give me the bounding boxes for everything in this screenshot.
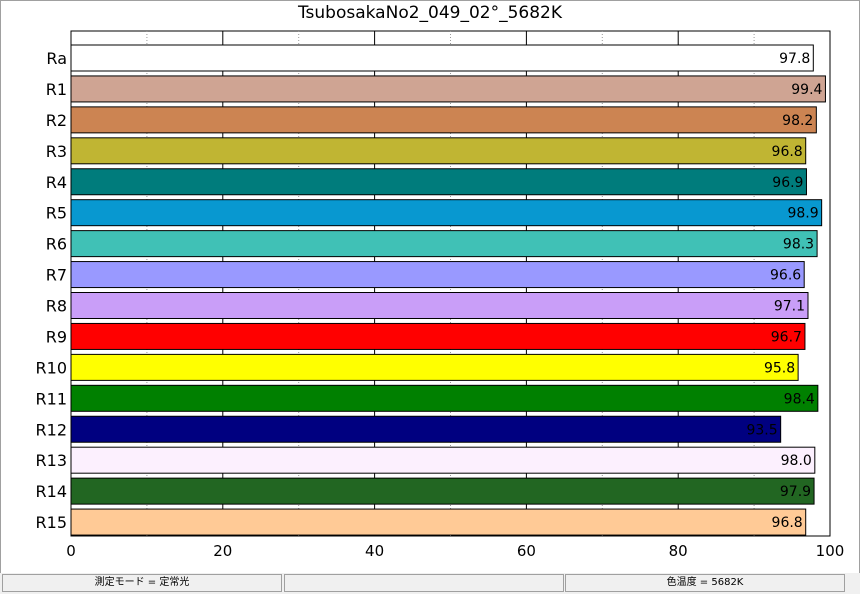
bar-r8 — [70, 292, 809, 319]
category-label: R13 — [36, 451, 67, 470]
x-tick-label: 60 — [517, 542, 536, 560]
value-label: 98.2 — [782, 113, 813, 129]
bar-r14 — [70, 477, 815, 505]
bar-r2 — [70, 106, 817, 134]
bar-r13 — [70, 446, 816, 474]
bar-r5 — [70, 199, 823, 227]
value-label: 96.9 — [772, 175, 803, 191]
bar-ra — [70, 44, 814, 72]
category-label: R4 — [46, 173, 67, 192]
x-tick-label: 0 — [66, 542, 76, 560]
x-tick-label: 100 — [816, 542, 845, 560]
category-label: R11 — [36, 389, 67, 408]
status-bar: 測定モード = 定常光 色温度 = 5682K — [0, 573, 860, 594]
value-label: 97.9 — [780, 484, 811, 500]
value-label: 93.5 — [746, 422, 777, 438]
value-label: 98.0 — [781, 453, 812, 469]
value-label: 97.1 — [774, 299, 805, 315]
category-label: R1 — [46, 80, 67, 99]
value-label: 98.3 — [783, 237, 814, 253]
bar-r9 — [70, 322, 806, 350]
bar-r1 — [70, 75, 826, 103]
bar-r4 — [70, 168, 807, 196]
category-label: R10 — [36, 358, 67, 377]
value-label: 96.6 — [770, 268, 801, 284]
status-color-temperature: 色温度 = 5682K — [565, 574, 845, 592]
value-label: 99.4 — [791, 82, 822, 98]
status-measure-mode: 測定モード = 定常光 — [2, 574, 282, 592]
x-tick-label: 80 — [669, 542, 688, 560]
category-label: R14 — [36, 482, 67, 501]
bar-r7 — [70, 261, 805, 289]
category-label: R2 — [46, 111, 67, 130]
bar-r15 — [70, 508, 807, 536]
bar-r6 — [70, 230, 818, 258]
bar-r10 — [70, 353, 799, 381]
category-label: R5 — [46, 204, 67, 223]
category-label: R15 — [36, 513, 67, 532]
value-label: 96.7 — [771, 329, 802, 345]
x-tick-label: 40 — [365, 542, 384, 560]
category-label: R3 — [46, 142, 67, 161]
value-label: 96.8 — [772, 515, 803, 531]
bar-r3 — [70, 137, 807, 165]
bar-r12 — [70, 415, 782, 443]
value-label: 96.8 — [772, 144, 803, 160]
x-tick-label: 20 — [213, 542, 232, 560]
cri-bar-chart: Ra 97.8 R1 99.4 R2 98.2 R3 96.8 R4 96.9 R5 98.9 R6 98… — [36, 30, 845, 560]
value-label: 98.9 — [787, 206, 818, 222]
category-label: R7 — [46, 266, 67, 285]
category-label: R9 — [46, 327, 67, 346]
chart-title: TsubosakaNo2_049_02°_5682K — [297, 3, 563, 23]
bar-r11 — [70, 384, 819, 412]
status-middle-panel — [284, 574, 564, 592]
category-label: R12 — [36, 420, 67, 439]
category-label: R8 — [46, 297, 67, 316]
category-label: R6 — [46, 235, 67, 254]
value-label: 95.8 — [764, 360, 795, 376]
value-label: 97.8 — [779, 51, 810, 67]
value-label: 98.4 — [784, 391, 815, 407]
category-label: Ra — [46, 49, 67, 68]
